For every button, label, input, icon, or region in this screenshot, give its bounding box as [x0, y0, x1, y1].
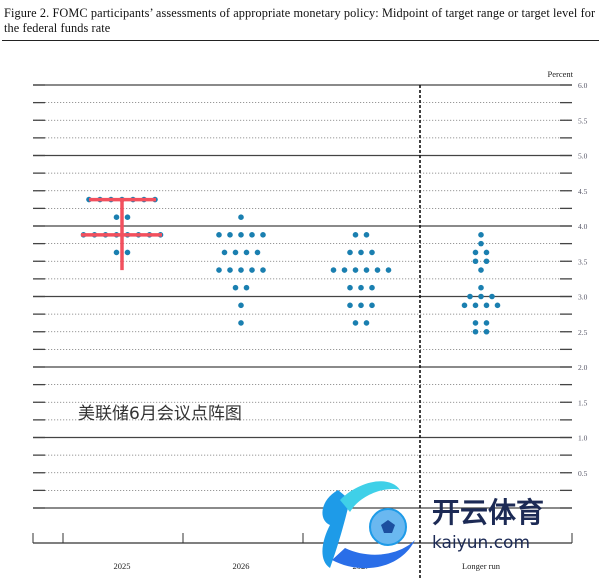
- dot: [260, 232, 266, 238]
- dot: [369, 284, 375, 291]
- dot: [483, 258, 490, 265]
- dot: [472, 258, 479, 265]
- dot: [478, 240, 484, 247]
- dot: [260, 267, 266, 273]
- dot: [249, 267, 255, 273]
- logo-text: 开云体育: [432, 496, 544, 529]
- dot: [238, 302, 244, 309]
- x-tick-label: Longer run: [462, 561, 501, 571]
- dot: [347, 302, 353, 309]
- dot: [124, 214, 131, 220]
- dot: [238, 267, 244, 273]
- figure-title: Figure 2. FOMC participants’ assessments…: [4, 6, 596, 35]
- dot: [472, 249, 479, 256]
- logo-url: kaiyun.com: [432, 533, 530, 553]
- y-tick-label: 3.5: [578, 257, 588, 266]
- overlay-caption: 美联储6月会议点阵图: [78, 404, 242, 424]
- dot: [341, 267, 348, 273]
- dot: [374, 267, 381, 273]
- dot: [478, 267, 484, 273]
- dot: [330, 267, 337, 273]
- dot: [472, 320, 479, 326]
- dot: [238, 214, 244, 220]
- dot: [483, 302, 490, 309]
- y-tick-label: 3.0: [578, 293, 588, 302]
- dot: [489, 293, 495, 300]
- dot: [494, 302, 501, 309]
- dot: [467, 293, 473, 300]
- dot: [124, 249, 131, 256]
- y-tick-label: 5.0: [578, 152, 588, 161]
- dot: [363, 232, 370, 238]
- dot: [216, 232, 222, 238]
- dot: [358, 302, 364, 309]
- dot: [238, 320, 244, 326]
- x-tick-label: 2026: [233, 561, 250, 571]
- dot: [385, 267, 392, 273]
- y-axis-label: Percent: [548, 69, 574, 79]
- title-rule: [2, 40, 599, 41]
- dot: [221, 249, 228, 256]
- dot: [369, 302, 375, 309]
- dot: [483, 328, 490, 335]
- dot: [478, 293, 484, 300]
- dots: [80, 196, 501, 335]
- dot: [243, 249, 250, 256]
- y-tick-label: 2.0: [578, 363, 588, 372]
- dot: [113, 249, 120, 256]
- y-tick-label: 4.5: [578, 187, 588, 196]
- y-tick-label: 6.0: [578, 81, 588, 90]
- y-tick-label: 1.5: [578, 398, 588, 407]
- dot: [363, 320, 370, 326]
- dot: [478, 232, 484, 238]
- dot: [243, 284, 250, 291]
- gridlines: [33, 84, 572, 509]
- dot: [216, 267, 222, 273]
- dot: [358, 284, 364, 291]
- dot: [347, 249, 353, 256]
- median-annotation: [81, 197, 162, 271]
- dot: [113, 214, 120, 220]
- dot: [232, 249, 239, 256]
- dot: [472, 328, 479, 335]
- dot: [347, 284, 353, 291]
- dot: [483, 320, 490, 326]
- dot: [232, 284, 239, 291]
- dot: [352, 320, 359, 326]
- y-tick-label: 2.5: [578, 328, 588, 337]
- dot: [227, 232, 233, 238]
- y-tick-label: 1.0: [578, 434, 588, 443]
- dot: [483, 249, 490, 256]
- dot: [461, 302, 468, 309]
- dot: [352, 267, 359, 273]
- dot: [352, 232, 359, 238]
- y-tick-label: 4.0: [578, 222, 588, 231]
- x-tick-label: 2025: [114, 561, 131, 571]
- dot: [472, 302, 479, 309]
- dot: [254, 249, 261, 256]
- dot: [369, 249, 375, 256]
- dot: [363, 267, 370, 273]
- y-tick-label: 5.5: [578, 116, 588, 125]
- dot: [227, 267, 233, 273]
- y-tick-label: 0.5: [578, 469, 588, 478]
- dot: [238, 232, 244, 238]
- kaiyun-logo: 开云体育 kaiyun.com: [322, 481, 544, 569]
- dot: [358, 249, 364, 256]
- dot: [249, 232, 255, 238]
- dot: [478, 284, 484, 291]
